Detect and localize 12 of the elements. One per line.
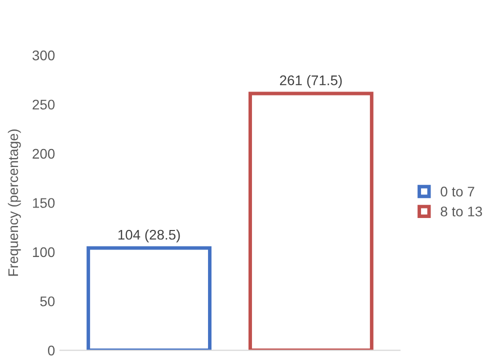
y-tick-label: 0 [48, 346, 55, 356]
y-tick-label: 200 [32, 148, 55, 159]
legend-label: 8 to 13 [440, 206, 482, 216]
legend-label: 0 to 7 [440, 186, 474, 197]
y-axis-title: Frequency (percentage) [8, 129, 21, 276]
y-tick-label: 300 [32, 50, 55, 60]
y-tick-label: 100 [33, 247, 55, 258]
y-tick-label: 250 [32, 100, 55, 110]
y-tick-label: 150 [33, 198, 55, 208]
y-tick-label: 50 [40, 296, 55, 306]
data-label: 261 (71.5) [280, 75, 342, 88]
data-label: 104 (28.5) [118, 229, 180, 242]
